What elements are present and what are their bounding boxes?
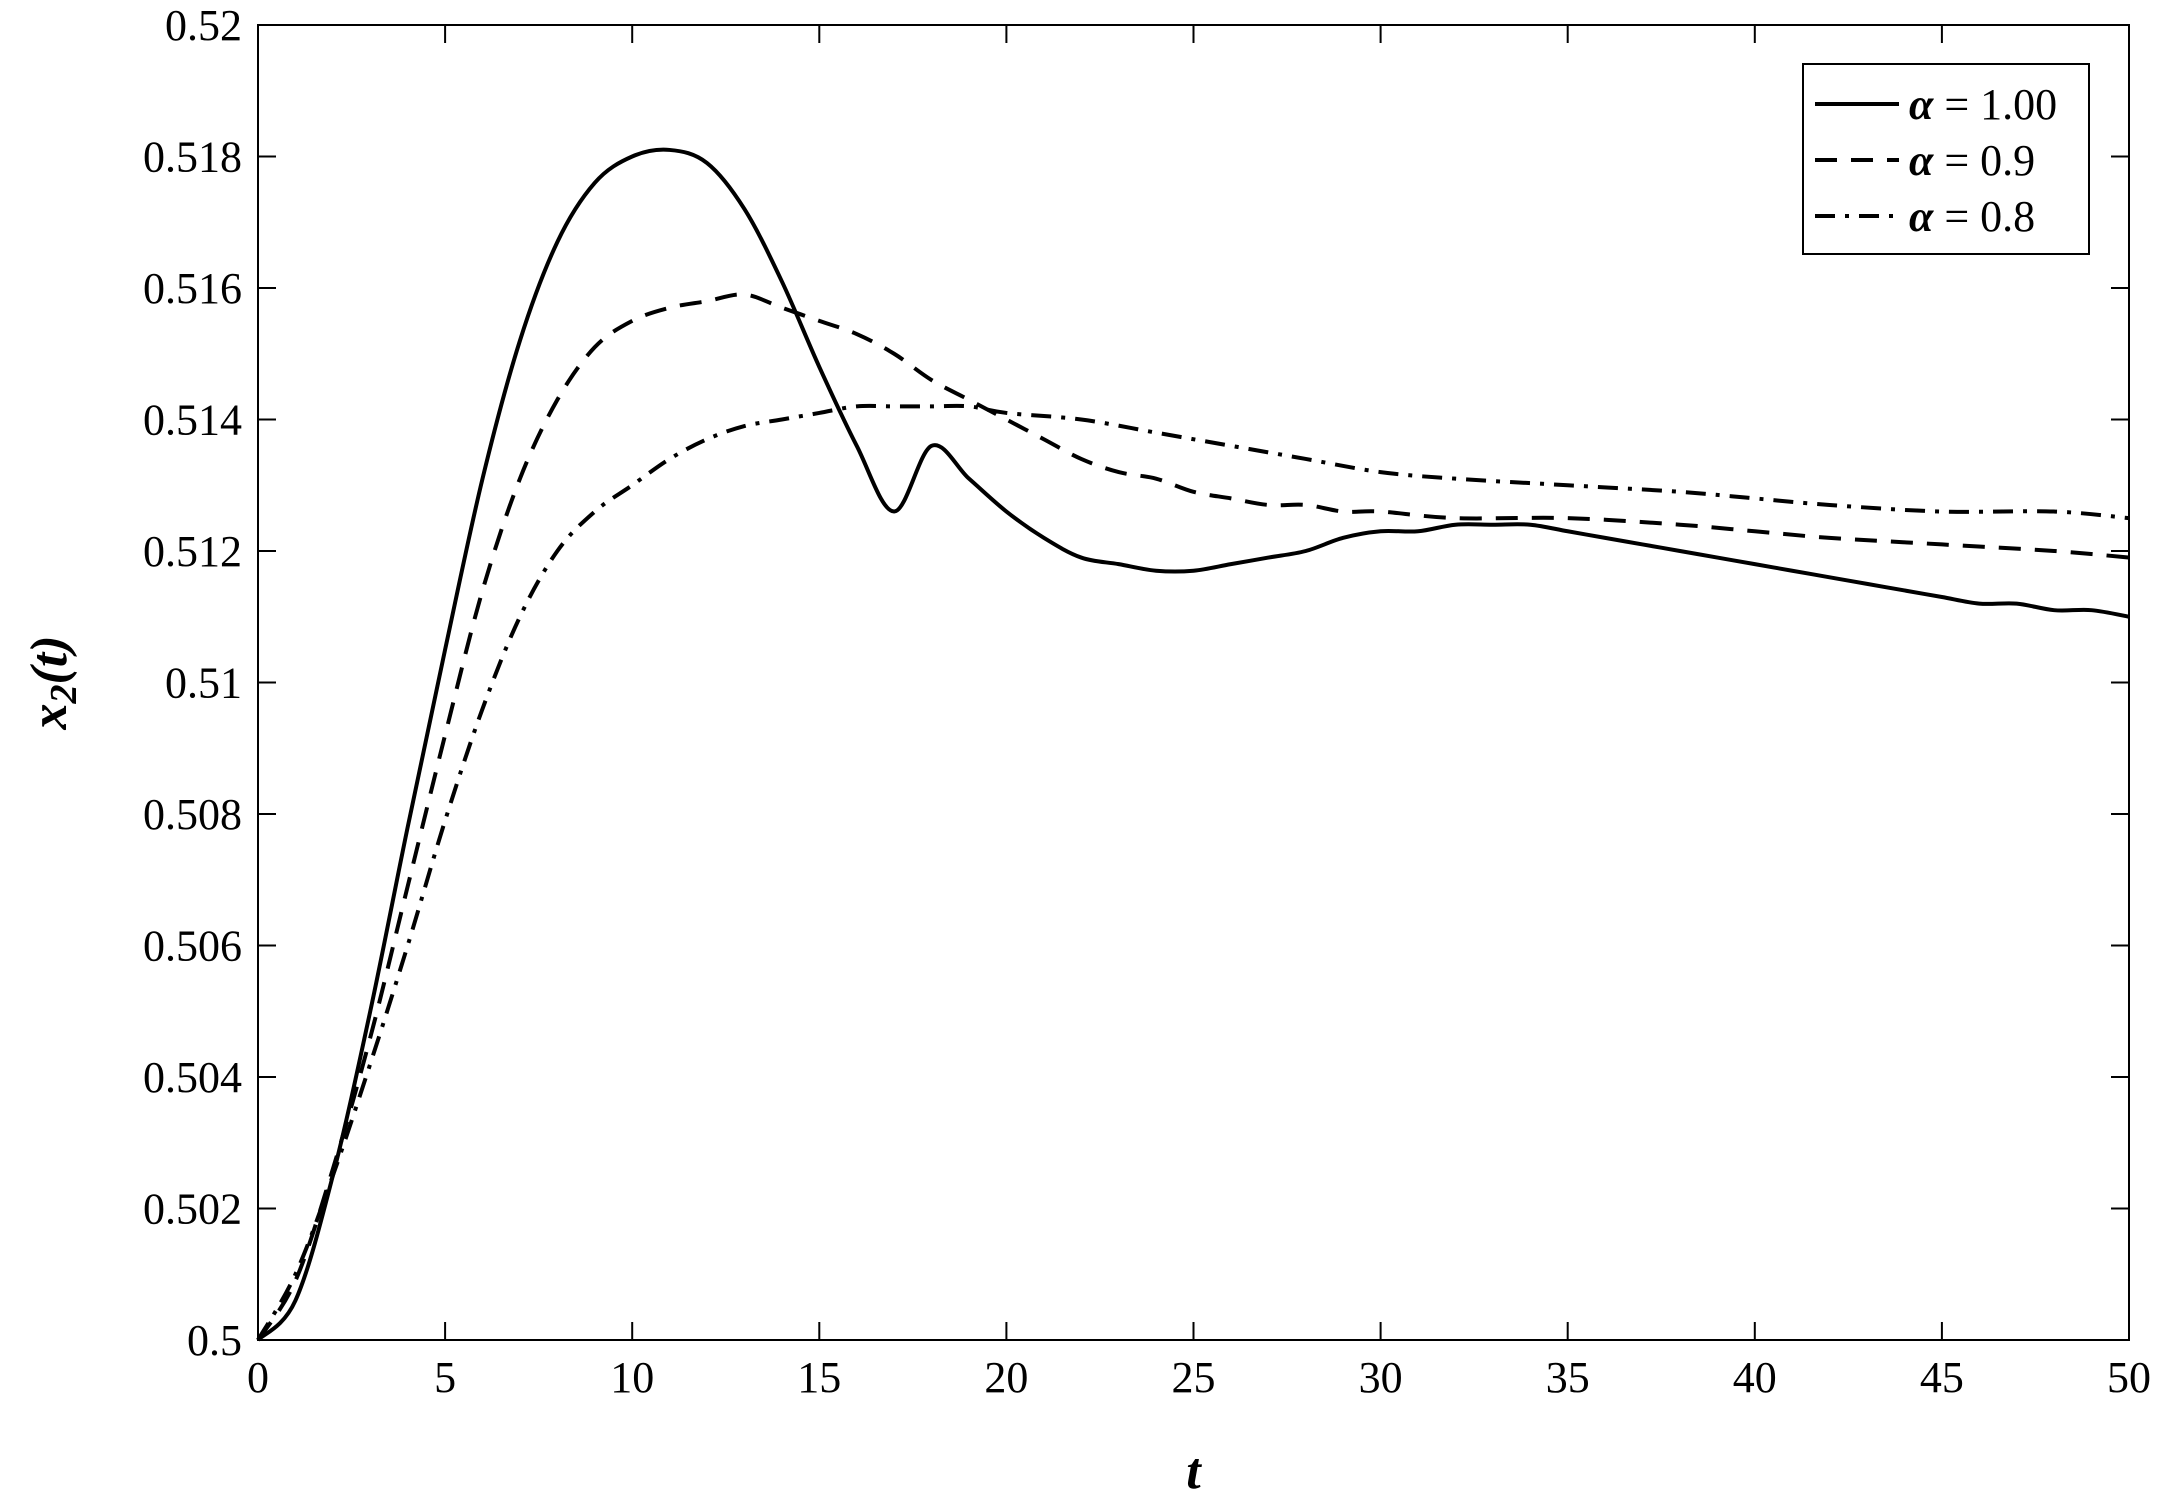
series-layer <box>256 147 2130 1342</box>
x-tick-label: 45 <box>1920 1353 1964 1402</box>
y-tick-label: 0.516 <box>143 264 242 313</box>
y-tick-label: 0.512 <box>143 527 242 576</box>
legend-box <box>1802 63 2090 255</box>
legend-value: = 1.00 <box>1933 80 2057 129</box>
x-tick-label: 40 <box>1733 1353 1777 1402</box>
x-tick-label: 50 <box>2107 1353 2151 1402</box>
x-tick-label: 0 <box>247 1353 269 1402</box>
series-line-2 <box>256 292 2130 1342</box>
legend-items: α = 1.00α = 0.9α = 0.8 <box>1815 80 2057 241</box>
x-axis-title: t <box>1186 1443 1202 1498</box>
x-tick-label: 15 <box>797 1353 841 1402</box>
y-tick-label: 0.504 <box>143 1053 242 1102</box>
x-tick-label: 10 <box>610 1353 654 1402</box>
x-tick-label: 20 <box>984 1353 1028 1402</box>
legend-label-1: α = 1.00 <box>1909 80 2057 129</box>
y-axis-title-tail: (t) <box>21 635 78 684</box>
x-tick-label: 25 <box>1172 1353 1216 1402</box>
legend-alpha-symbol: α <box>1909 136 1934 185</box>
series-line-3 <box>256 403 2130 1341</box>
y-tick-label: 0.5 <box>187 1316 242 1365</box>
y-axis-title-subscript: 2 <box>43 685 85 705</box>
y-tick-label: 0.518 <box>143 133 242 182</box>
x-tick-label: 30 <box>1359 1353 1403 1402</box>
x-tick-label: 5 <box>434 1353 456 1402</box>
x-tick-label: 35 <box>1546 1353 1590 1402</box>
series-line-1 <box>256 147 2130 1342</box>
legend-value: = 0.8 <box>1933 192 2035 241</box>
y-tick-label: 0.52 <box>165 1 242 50</box>
legend-label-2: α = 0.9 <box>1909 136 2035 185</box>
y-axis-title: x2(t) <box>21 635 85 730</box>
y-tick-label: 0.51 <box>165 659 242 708</box>
legend: α = 1.00α = 0.9α = 0.8 <box>1802 63 2090 255</box>
y-tick-label: 0.506 <box>143 922 242 971</box>
legend-label-3: α = 0.8 <box>1909 192 2035 241</box>
y-tick-label: 0.508 <box>143 790 242 839</box>
legend-value: = 0.9 <box>1933 136 2035 185</box>
legend-alpha-symbol: α <box>1909 192 1934 241</box>
legend-alpha-symbol: α <box>1909 80 1934 129</box>
y-tick-label: 0.514 <box>143 396 242 445</box>
y-tick-label: 0.502 <box>143 1185 242 1234</box>
ticks-layer: 0 5 10 15 20 25 30 35 40 45 50 0.5 0.502 0.504 0.506 0.… <box>143 1 2151 1402</box>
y-axis-title-main: x <box>21 704 78 731</box>
